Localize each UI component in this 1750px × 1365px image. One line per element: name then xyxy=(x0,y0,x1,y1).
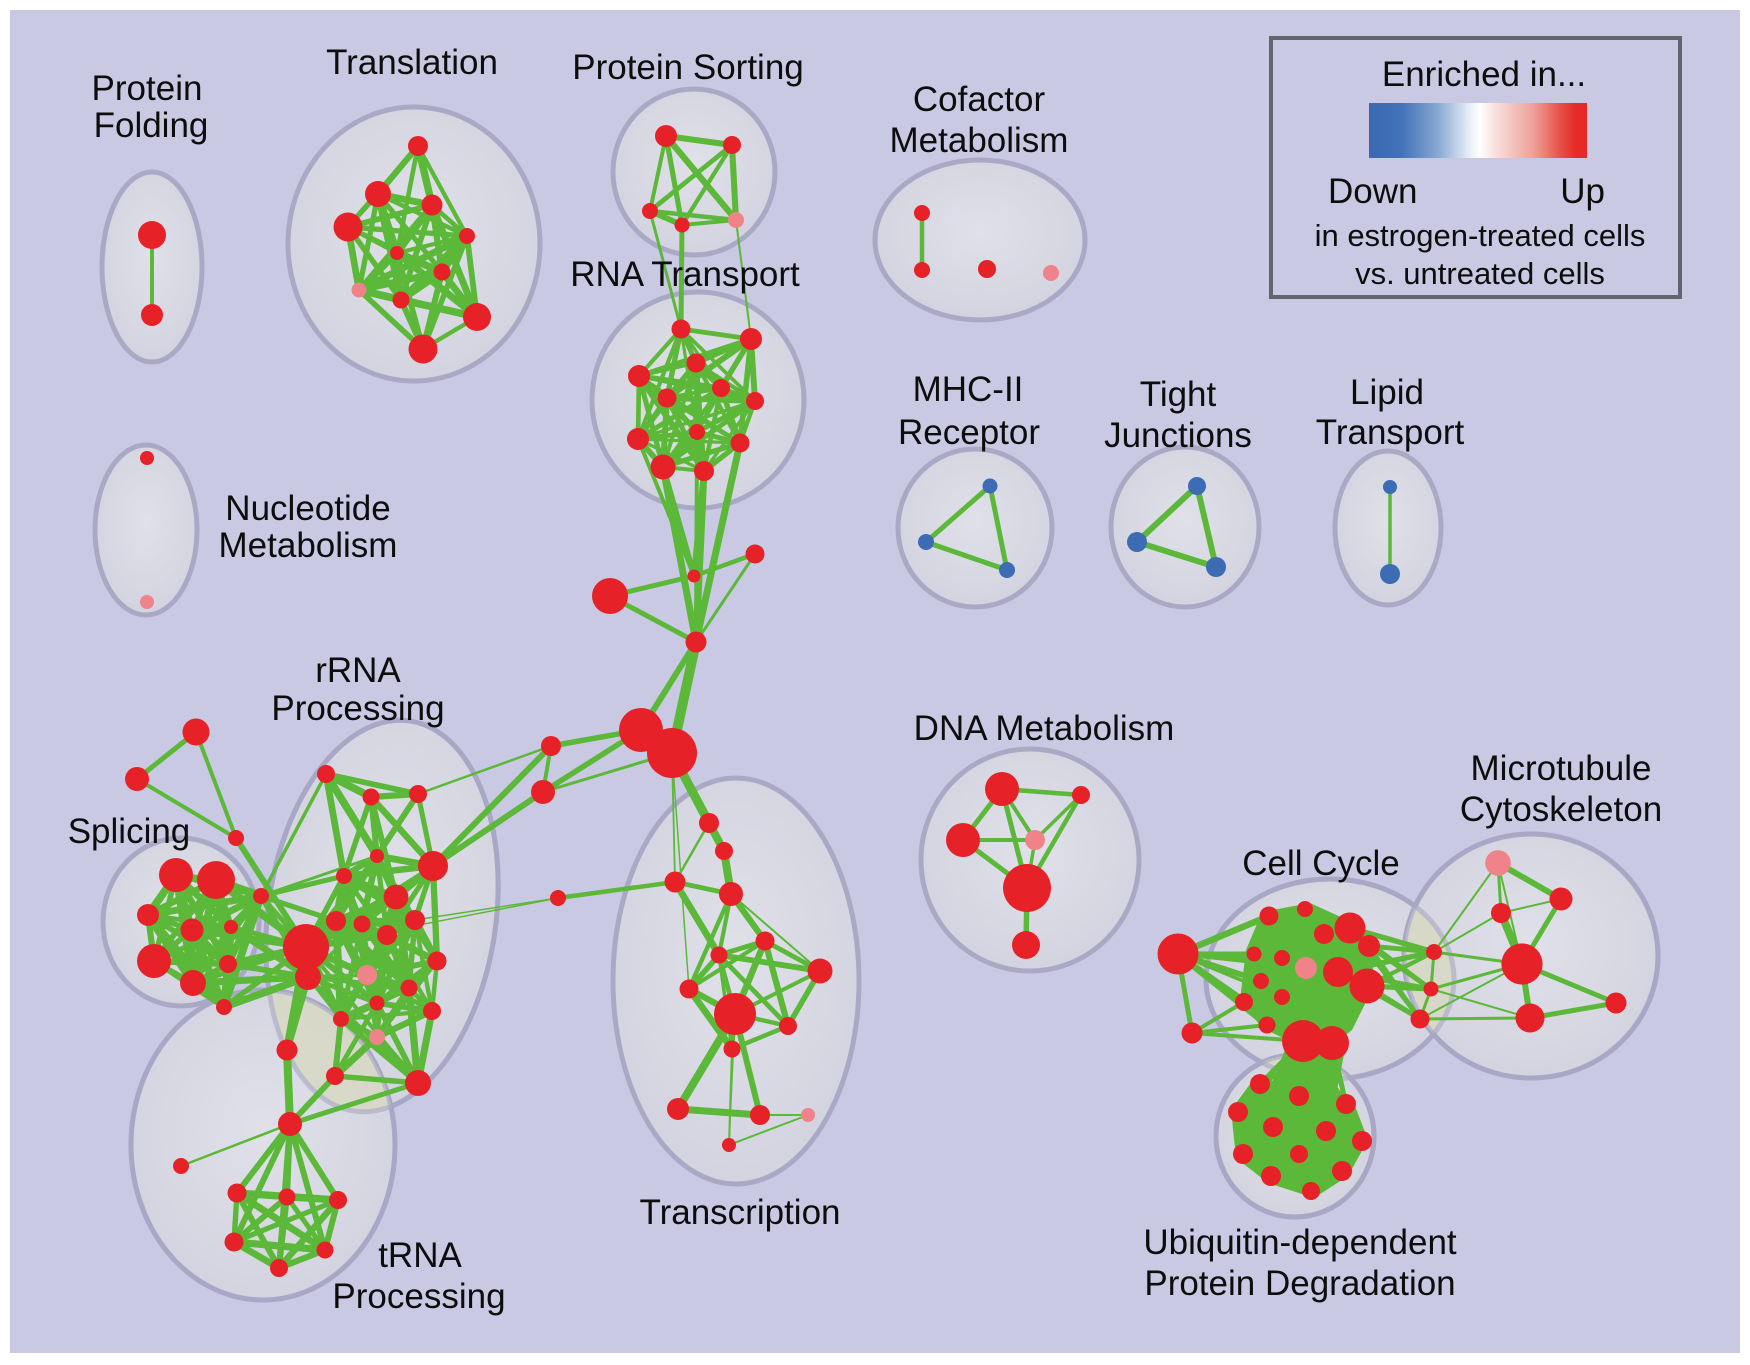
svg-text:Metabolism: Metabolism xyxy=(219,526,398,565)
svg-text:Up: Up xyxy=(1560,172,1605,211)
svg-text:Metabolism: Metabolism xyxy=(890,121,1069,160)
svg-text:Cofactor: Cofactor xyxy=(913,80,1046,119)
svg-text:Processing: Processing xyxy=(332,1277,505,1316)
svg-text:Cytoskeleton: Cytoskeleton xyxy=(1460,790,1662,829)
svg-text:vs. untreated cells: vs. untreated cells xyxy=(1355,256,1605,291)
svg-text:Receptor: Receptor xyxy=(898,413,1040,452)
svg-text:Junctions: Junctions xyxy=(1104,416,1252,455)
svg-text:Transcription: Transcription xyxy=(640,1193,841,1232)
svg-text:Protein Degradation: Protein Degradation xyxy=(1144,1264,1455,1303)
svg-text:Microtubule: Microtubule xyxy=(1471,749,1652,788)
svg-text:rRNA: rRNA xyxy=(315,651,401,690)
svg-text:Translation: Translation xyxy=(326,43,498,82)
svg-text:Nucleotide: Nucleotide xyxy=(225,489,390,528)
svg-text:Folding: Folding xyxy=(94,106,209,145)
svg-text:MHC-II: MHC-II xyxy=(913,370,1024,409)
svg-text:Protein: Protein xyxy=(92,69,203,108)
svg-text:Enriched in...: Enriched in... xyxy=(1382,55,1586,94)
svg-text:tRNA: tRNA xyxy=(378,1236,462,1275)
svg-text:Transport: Transport xyxy=(1316,413,1465,452)
svg-text:RNA Transport: RNA Transport xyxy=(570,255,800,294)
svg-text:Down: Down xyxy=(1328,172,1417,211)
svg-text:DNA Metabolism: DNA Metabolism xyxy=(914,709,1175,748)
svg-text:in estrogen-treated cells: in estrogen-treated cells xyxy=(1315,218,1646,253)
svg-text:Ubiquitin-dependent: Ubiquitin-dependent xyxy=(1143,1223,1457,1262)
svg-text:Splicing: Splicing xyxy=(68,812,191,851)
svg-text:Processing: Processing xyxy=(271,689,444,728)
svg-text:Lipid: Lipid xyxy=(1350,373,1424,412)
svg-text:Protein Sorting: Protein Sorting xyxy=(572,48,804,87)
svg-text:Cell Cycle: Cell Cycle xyxy=(1242,844,1400,883)
svg-text:Tight: Tight xyxy=(1140,375,1217,414)
